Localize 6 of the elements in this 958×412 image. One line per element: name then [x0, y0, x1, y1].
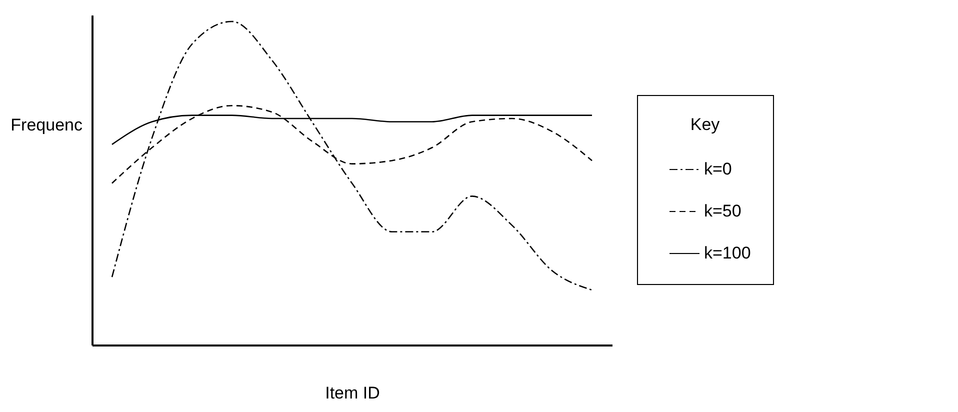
- x-axis-title: Item ID: [325, 384, 380, 402]
- legend-label: k=100: [704, 244, 751, 262]
- legend-label: k=50: [704, 202, 742, 220]
- y-axis-title: Frequenc: [10, 116, 83, 134]
- legend-label: k=0: [704, 160, 732, 178]
- legend-title: Key: [690, 115, 720, 134]
